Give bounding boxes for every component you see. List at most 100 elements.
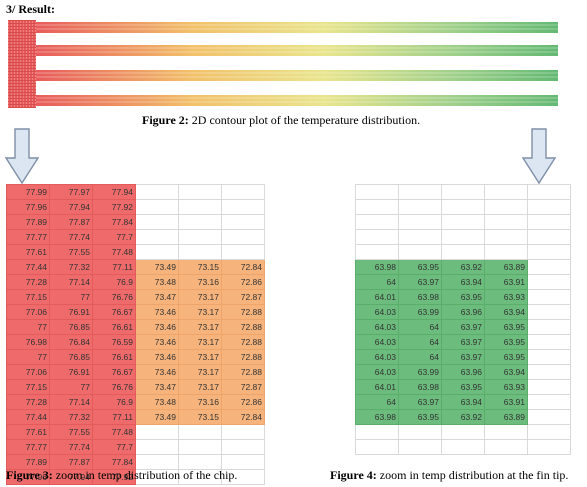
table-cell [355,184,399,200]
table-cell: 73.46 [135,334,179,350]
table-cell: 76.91 [49,364,93,380]
table-cell [135,214,179,230]
table-row: 77.96 77.94 77.92 [6,469,265,485]
table-row: 77.96 77.94 77.92 [6,199,265,215]
table-cell: 77.14 [49,394,93,410]
table-cell [221,469,265,485]
table-row: 77.77 77.74 77.7 [6,439,265,455]
table-cell: 64.03 [355,319,399,335]
table-cell: 77.87 [49,214,93,230]
table-row [355,214,571,230]
table-cell: 73.47 [135,379,179,395]
table-cell: 63.96 [441,364,485,380]
table-cell: 77.97 [49,184,93,200]
table-row: 64.01 63.98 63.95 63.93 [355,289,571,305]
table-cell: 73.16 [178,394,222,410]
table-cell [135,184,179,200]
table-cell: 77.44 [6,409,50,425]
table-cell: 72.84 [221,409,265,425]
table-cell: 77 [6,319,50,335]
table-cell: 64 [398,334,442,350]
table-cell [135,199,179,215]
table-cell: 77.74 [49,439,93,455]
table-cell: 77.48 [92,244,136,260]
table-cell [527,304,571,320]
table-cell: 64.03 [355,349,399,365]
table-cell: 73.49 [135,259,179,275]
table-cell [221,244,265,260]
table-cell [527,319,571,335]
table-cell [178,229,222,245]
table-cell [398,229,442,245]
table-cell: 63.97 [398,394,442,410]
table-cell [398,199,442,215]
table-cell: 77.77 [6,439,50,455]
table-row: 77.06 76.91 76.67 73.46 73.17 72.88 [6,304,265,320]
contour-plot [8,20,558,108]
table-cell: 63.95 [398,259,442,275]
table-cell: 63.98 [398,289,442,305]
table-cell: 63.91 [484,394,528,410]
table-cell: 73.15 [178,409,222,425]
table-cell [527,289,571,305]
table-cell: 77.7 [92,229,136,245]
table-cell: 77.48 [92,424,136,440]
table-cell: 72.88 [221,364,265,380]
table-cell [398,184,442,200]
table-cell [355,229,399,245]
table-cell: 72.88 [221,304,265,320]
fin-2 [36,45,558,56]
table-cell: 64.03 [355,304,399,320]
table-row [355,229,571,245]
table-row: 77.61 77.55 77.48 [6,424,265,440]
table-cell: 77 [6,349,50,365]
table-cell [355,214,399,230]
table-cell [441,229,485,245]
table-row: 63.98 63.95 63.92 63.89 [355,409,571,425]
table-row: 77.28 77.14 76.9 73.48 73.16 72.86 [6,394,265,410]
table-cell: 63.95 [441,289,485,305]
table-cell: 73.47 [135,289,179,305]
table-cell [221,184,265,200]
table-cell [527,394,571,410]
table-cell: 77.77 [6,229,50,245]
table-cell: 76.98 [6,334,50,350]
table-cell: 77.94 [49,199,93,215]
table-cell: 76.9 [92,394,136,410]
table-cell: 73.16 [178,274,222,290]
table-cell: 77.61 [6,424,50,440]
table-cell: 73.49 [135,409,179,425]
table-cell: 77.96 [6,469,50,485]
table-cell: 72.86 [221,394,265,410]
table-cell [398,214,442,230]
table-cell: 77.92 [92,469,136,485]
table-cell: 76.61 [92,319,136,335]
chip-block [8,20,36,108]
table-row [355,424,571,440]
table-row: 77.89 77.87 77.84 [6,454,265,470]
table-cell [398,439,442,455]
table-cell [221,199,265,215]
table-cell [221,424,265,440]
chip-temperature-table: 77.99 77.97 77.94 77.96 77.94 77.92 77.89 77.87… [6,184,265,485]
table-cell [178,184,222,200]
table-cell [484,244,528,260]
table-cell: 73.46 [135,319,179,335]
table-cell: 63.99 [398,304,442,320]
table-row: 64.03 64 63.97 63.95 [355,334,571,350]
figure-3-caption: Figure 3: zoom in temp distribution of t… [6,468,237,483]
table-cell: 76.67 [92,364,136,380]
table-row [355,199,571,215]
figure-3-text: zoom in temp distribution of the chip. [52,468,238,482]
table-cell: 77.32 [49,259,93,275]
table-cell: 63.99 [398,364,442,380]
table-row: 77.61 77.55 77.48 [6,244,265,260]
fin-tip-temperature-table: 63.98 63.95 63.92 63.89 64 63.97 63.94 63.91 64.… [355,184,571,455]
table-cell: 77.32 [49,409,93,425]
table-cell [527,439,571,455]
table-cell: 77.28 [6,274,50,290]
table-cell: 63.97 [441,319,485,335]
table-row [355,439,571,455]
table-cell: 77.06 [6,364,50,380]
table-cell: 73.17 [178,349,222,365]
